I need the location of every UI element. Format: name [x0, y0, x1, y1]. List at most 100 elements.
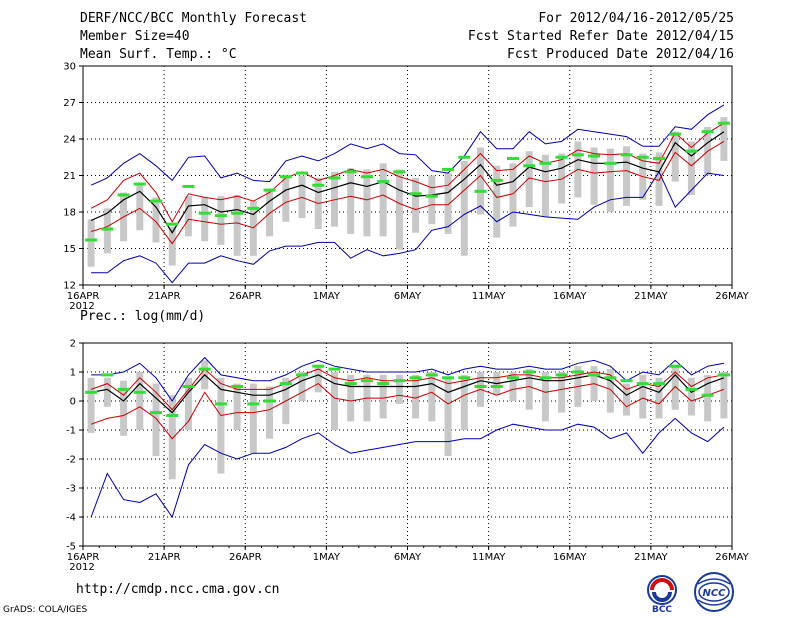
prec-xtick-label: 16MAY [553, 552, 587, 563]
prec-box-day-17 [347, 374, 355, 422]
temp-box-day-23 [444, 173, 452, 234]
prec-marker-day-31 [571, 370, 584, 374]
prec-box-day-38 [687, 377, 695, 416]
temp-marker-day-8 [198, 211, 211, 215]
temp-marker-day-36 [652, 156, 665, 160]
temp-box-day-21 [412, 177, 420, 233]
prec-xtick-label: 21MAY [634, 552, 668, 563]
temp-box-day-24 [460, 160, 468, 256]
temp-box-day-6 [168, 226, 176, 266]
prec-marker-day-40 [717, 373, 730, 377]
prec-ytick-label: 1 [70, 368, 76, 379]
temp-box-day-11 [249, 201, 257, 256]
prec-box-day-39 [704, 374, 712, 422]
temp-box-day-16 [330, 171, 338, 227]
prec-marker-day-5 [150, 411, 163, 415]
temp-box-day-5 [152, 197, 160, 243]
temp-marker-day-6 [166, 222, 179, 226]
prec-marker-day-36 [652, 382, 665, 386]
produced-date: Fcst Produced Date 2012/04/16 [507, 47, 734, 62]
temp-marker-day-5 [150, 199, 163, 203]
temp-marker-day-20 [393, 170, 406, 174]
temp-marker-day-11 [247, 206, 260, 210]
temp-marker-day-26 [490, 178, 503, 182]
temp-xtick-label: 16MAY [553, 291, 587, 302]
prec-box-day-7 [184, 377, 192, 430]
temp-marker-day-35 [636, 155, 649, 159]
temp-marker-day-27 [506, 156, 519, 160]
prec-box-day-16 [330, 372, 338, 430]
temp-marker-day-30 [555, 155, 568, 159]
prec-box-day-11 [249, 383, 257, 454]
temp-marker-day-3 [117, 193, 130, 197]
temp-box-day-20 [395, 169, 403, 250]
temp-box-day-26 [493, 165, 501, 238]
prec-marker-day-22 [425, 373, 438, 377]
member-size: Member Size=40 [80, 29, 190, 44]
prec-marker-day-7 [182, 385, 195, 388]
temp-ytick-label: 15 [63, 244, 76, 255]
prec-marker-day-28 [523, 370, 536, 374]
temp-box-day-29 [541, 154, 549, 217]
temp-year-label: 2012 [69, 301, 94, 312]
prec-marker-day-37 [669, 364, 682, 368]
prec-box-day-21 [412, 374, 420, 419]
temp-marker-day-13 [279, 175, 292, 179]
prec-ytick-label: -2 [66, 455, 76, 466]
temp-box-day-28 [525, 151, 533, 208]
refer-date: Fcst Started Refer Date 2012/04/15 [467, 29, 734, 44]
prec-marker-day-6 [166, 414, 179, 417]
temp-lower-line [90, 140, 725, 245]
prec-box-day-1 [87, 377, 95, 433]
prec-marker-day-34 [620, 379, 633, 383]
prec-marker-day-21 [409, 376, 422, 380]
prec-upper-line [90, 368, 724, 411]
prec-box-day-24 [460, 374, 468, 430]
temp-marker-day-1 [85, 238, 98, 242]
temp-xtick-label: 1MAY [313, 291, 341, 302]
website-url[interactable]: http://cmdp.ncc.cma.gov.cn [76, 582, 280, 597]
prec-marker-day-14 [296, 373, 309, 377]
temp-box-day-18 [363, 169, 371, 237]
prec-marker-day-25 [474, 385, 487, 388]
prec-box-day-3 [120, 380, 128, 436]
temp-box-day-13 [282, 177, 290, 222]
precip-title: Prec.: log(mm/d) [80, 309, 206, 324]
temp-xtick-label: 16APR [67, 291, 100, 302]
prec-xtick-label: 26MAY [715, 552, 749, 563]
prec-box-day-20 [395, 374, 403, 404]
temp-box-day-17 [347, 168, 355, 234]
variable-label: Mean Surf. Temp.: °C [80, 47, 237, 62]
temp-upper-line [90, 122, 725, 223]
prec-box-day-29 [541, 372, 549, 422]
prec-box-day-4 [136, 372, 144, 430]
prec-max-line [91, 356, 724, 402]
temp-box-day-38 [687, 141, 695, 195]
temp-mean-line [90, 131, 725, 234]
prec-box-day-5 [152, 383, 160, 457]
temp-plot-frame [82, 65, 733, 286]
temp-box-day-36 [655, 152, 663, 206]
prec-box-day-28 [525, 369, 533, 410]
temp-marker-day-21 [409, 192, 422, 196]
bcc-logo-text: BCC [652, 605, 672, 614]
prec-box-day-22 [428, 372, 436, 422]
prec-marker-day-15 [312, 364, 325, 368]
prec-min-line [90, 417, 725, 519]
temp-marker-day-14 [296, 171, 309, 175]
temp-ytick-label: 21 [63, 171, 76, 182]
temp-box-day-40 [720, 117, 728, 161]
temp-box-day-33 [606, 148, 614, 212]
temp-box-day-19 [379, 163, 387, 237]
temp-ytick-label: 30 [63, 62, 76, 73]
prec-box-day-27 [509, 372, 517, 401]
grads-credit: GrADS: COLA/IGES [3, 605, 88, 615]
prec-marker-day-33 [604, 376, 617, 380]
temp-marker-day-40 [717, 121, 730, 125]
prec-marker-day-2 [101, 373, 114, 377]
temp-xtick-label: 26APR [229, 291, 262, 302]
prec-marker-day-3 [117, 387, 130, 391]
temp-box-day-10 [233, 194, 241, 256]
temp-xtick-label: 26MAY [715, 291, 749, 302]
prec-marker-day-13 [279, 382, 292, 386]
